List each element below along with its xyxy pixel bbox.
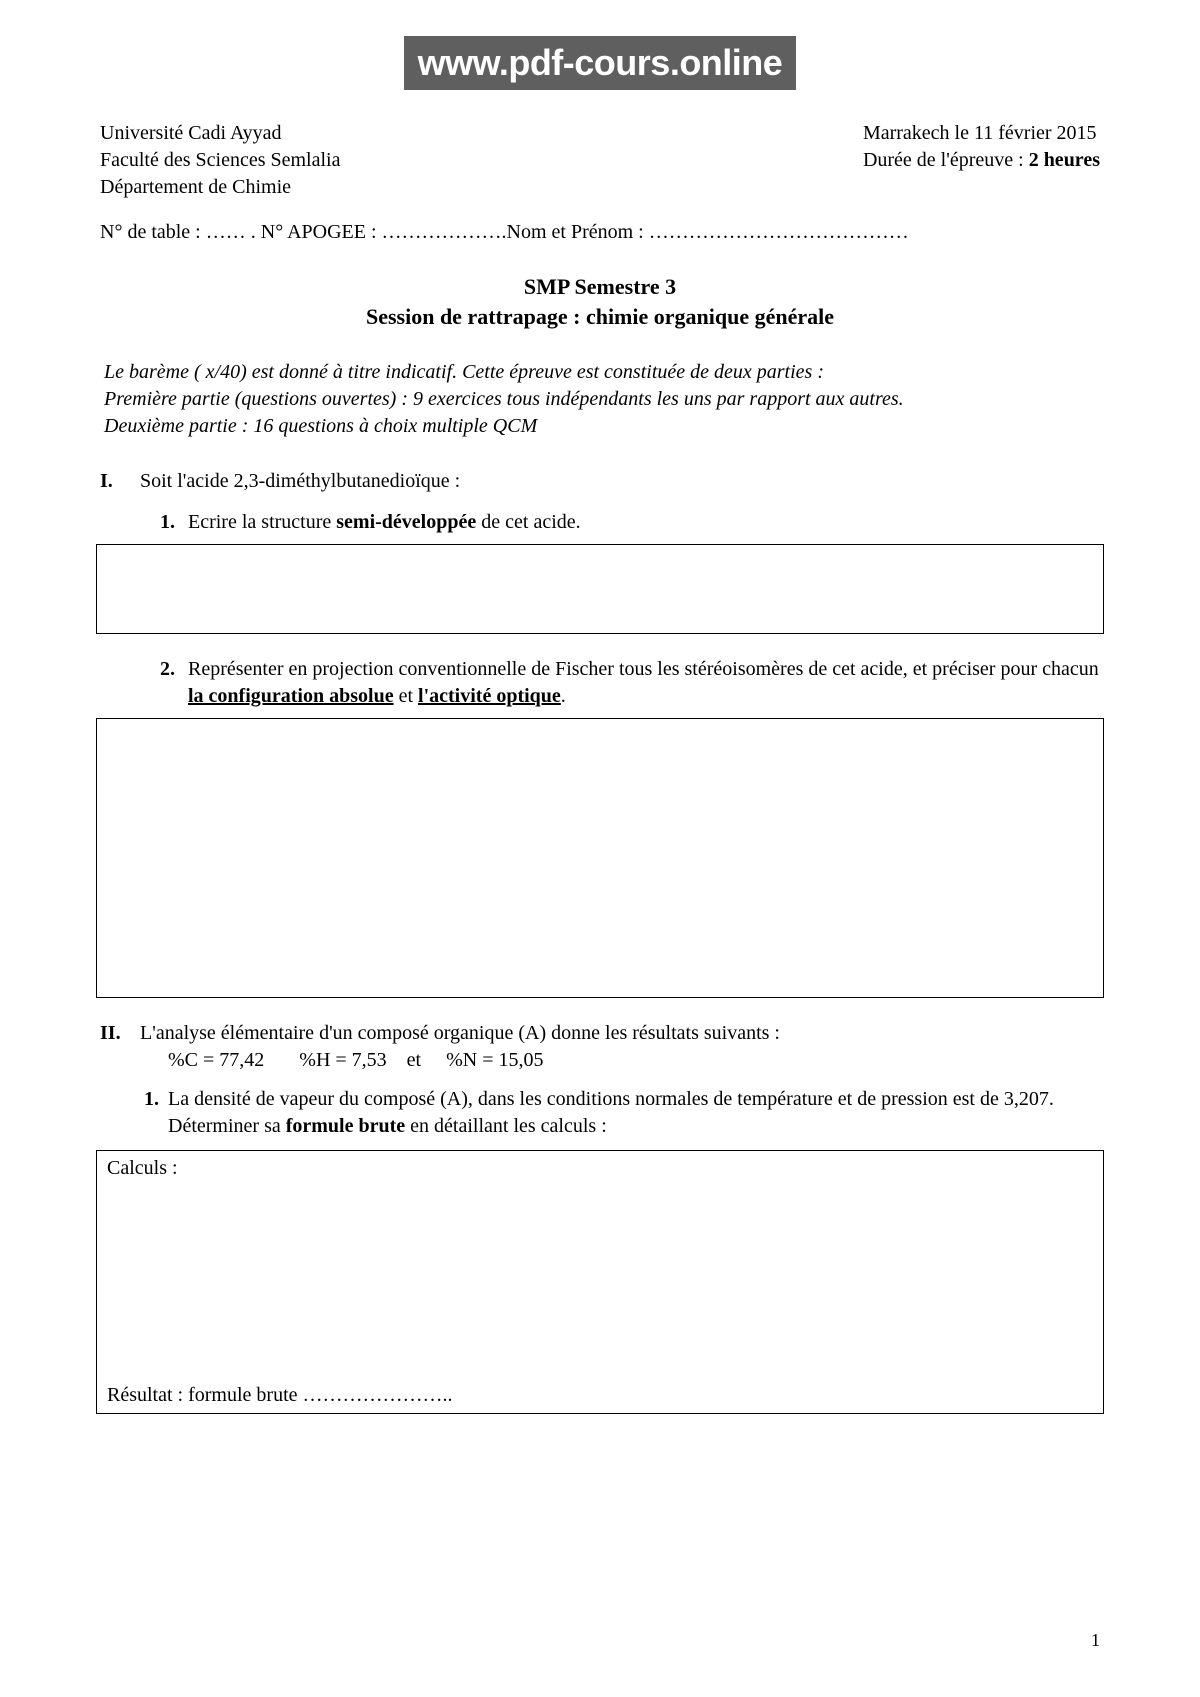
apogee-field: N° APOGEE : ………………. xyxy=(256,221,507,243)
faculty-name: Faculté des Sciences Semlalia xyxy=(100,147,340,174)
exam-title: SMP Semestre 3 Session de rattrapage : c… xyxy=(100,272,1100,331)
exercise-1-q1: 1. Ecrire la structure semi-développée d… xyxy=(160,509,1100,536)
name-field: Nom et Prénom : ………………………………… xyxy=(507,221,909,243)
exercise-2-q1: 1. La densité de vapeur du composé (A), … xyxy=(144,1086,1100,1140)
student-fields-line: N° de table : …… . N° APOGEE : ……………….No… xyxy=(100,221,1100,244)
exercise-1-stem: Soit l'acide 2,3-diméthylbutanedioïque : xyxy=(140,468,460,495)
exercise-2-values: %C = 77,42 %H = 7,53 et %N = 15,05 xyxy=(168,1049,1100,1072)
page-number: 1 xyxy=(1091,1630,1100,1651)
location-date: Marrakech le 11 février 2015 xyxy=(863,120,1100,147)
exercise-1: I. Soit l'acide 2,3-diméthylbutanedioïqu… xyxy=(100,468,1100,998)
result-label: Résultat : formule brute ………………….. xyxy=(107,1384,1093,1407)
header-left: Université Cadi Ayyad Faculté des Scienc… xyxy=(100,120,340,201)
table-number-field: N° de table : …… . xyxy=(100,221,256,243)
title-line-2: Session de rattrapage : chimie organique… xyxy=(100,302,1100,332)
answer-box-1 xyxy=(96,544,1104,634)
university-name: Université Cadi Ayyad xyxy=(100,120,340,147)
exercise-2-number: II. xyxy=(100,1020,140,1047)
header-right: Marrakech le 11 février 2015 Durée de l'… xyxy=(863,120,1100,201)
exercise-1-number: I. xyxy=(100,468,140,495)
watermark-banner: www.pdf-cours.online xyxy=(404,36,797,90)
exam-duration: Durée de l'épreuve : 2 heures xyxy=(863,147,1100,174)
answer-box-2 xyxy=(96,718,1104,998)
instructions-block: Le barème ( x/40) est donné à titre indi… xyxy=(104,359,1096,440)
title-line-1: SMP Semestre 3 xyxy=(100,272,1100,302)
header: Université Cadi Ayyad Faculté des Scienc… xyxy=(100,120,1100,201)
calculs-label: Calculs : xyxy=(107,1157,1093,1180)
answer-box-3: Calculs : Résultat : formule brute ……………… xyxy=(96,1150,1104,1414)
exercise-1-q2: 2. Représenter en projection conventionn… xyxy=(160,656,1100,710)
exercise-2-stem: L'analyse élémentaire d'un composé organ… xyxy=(140,1020,780,1047)
exercise-2: II. L'analyse élémentaire d'un composé o… xyxy=(100,1020,1100,1414)
department-name: Département de Chimie xyxy=(100,174,340,201)
